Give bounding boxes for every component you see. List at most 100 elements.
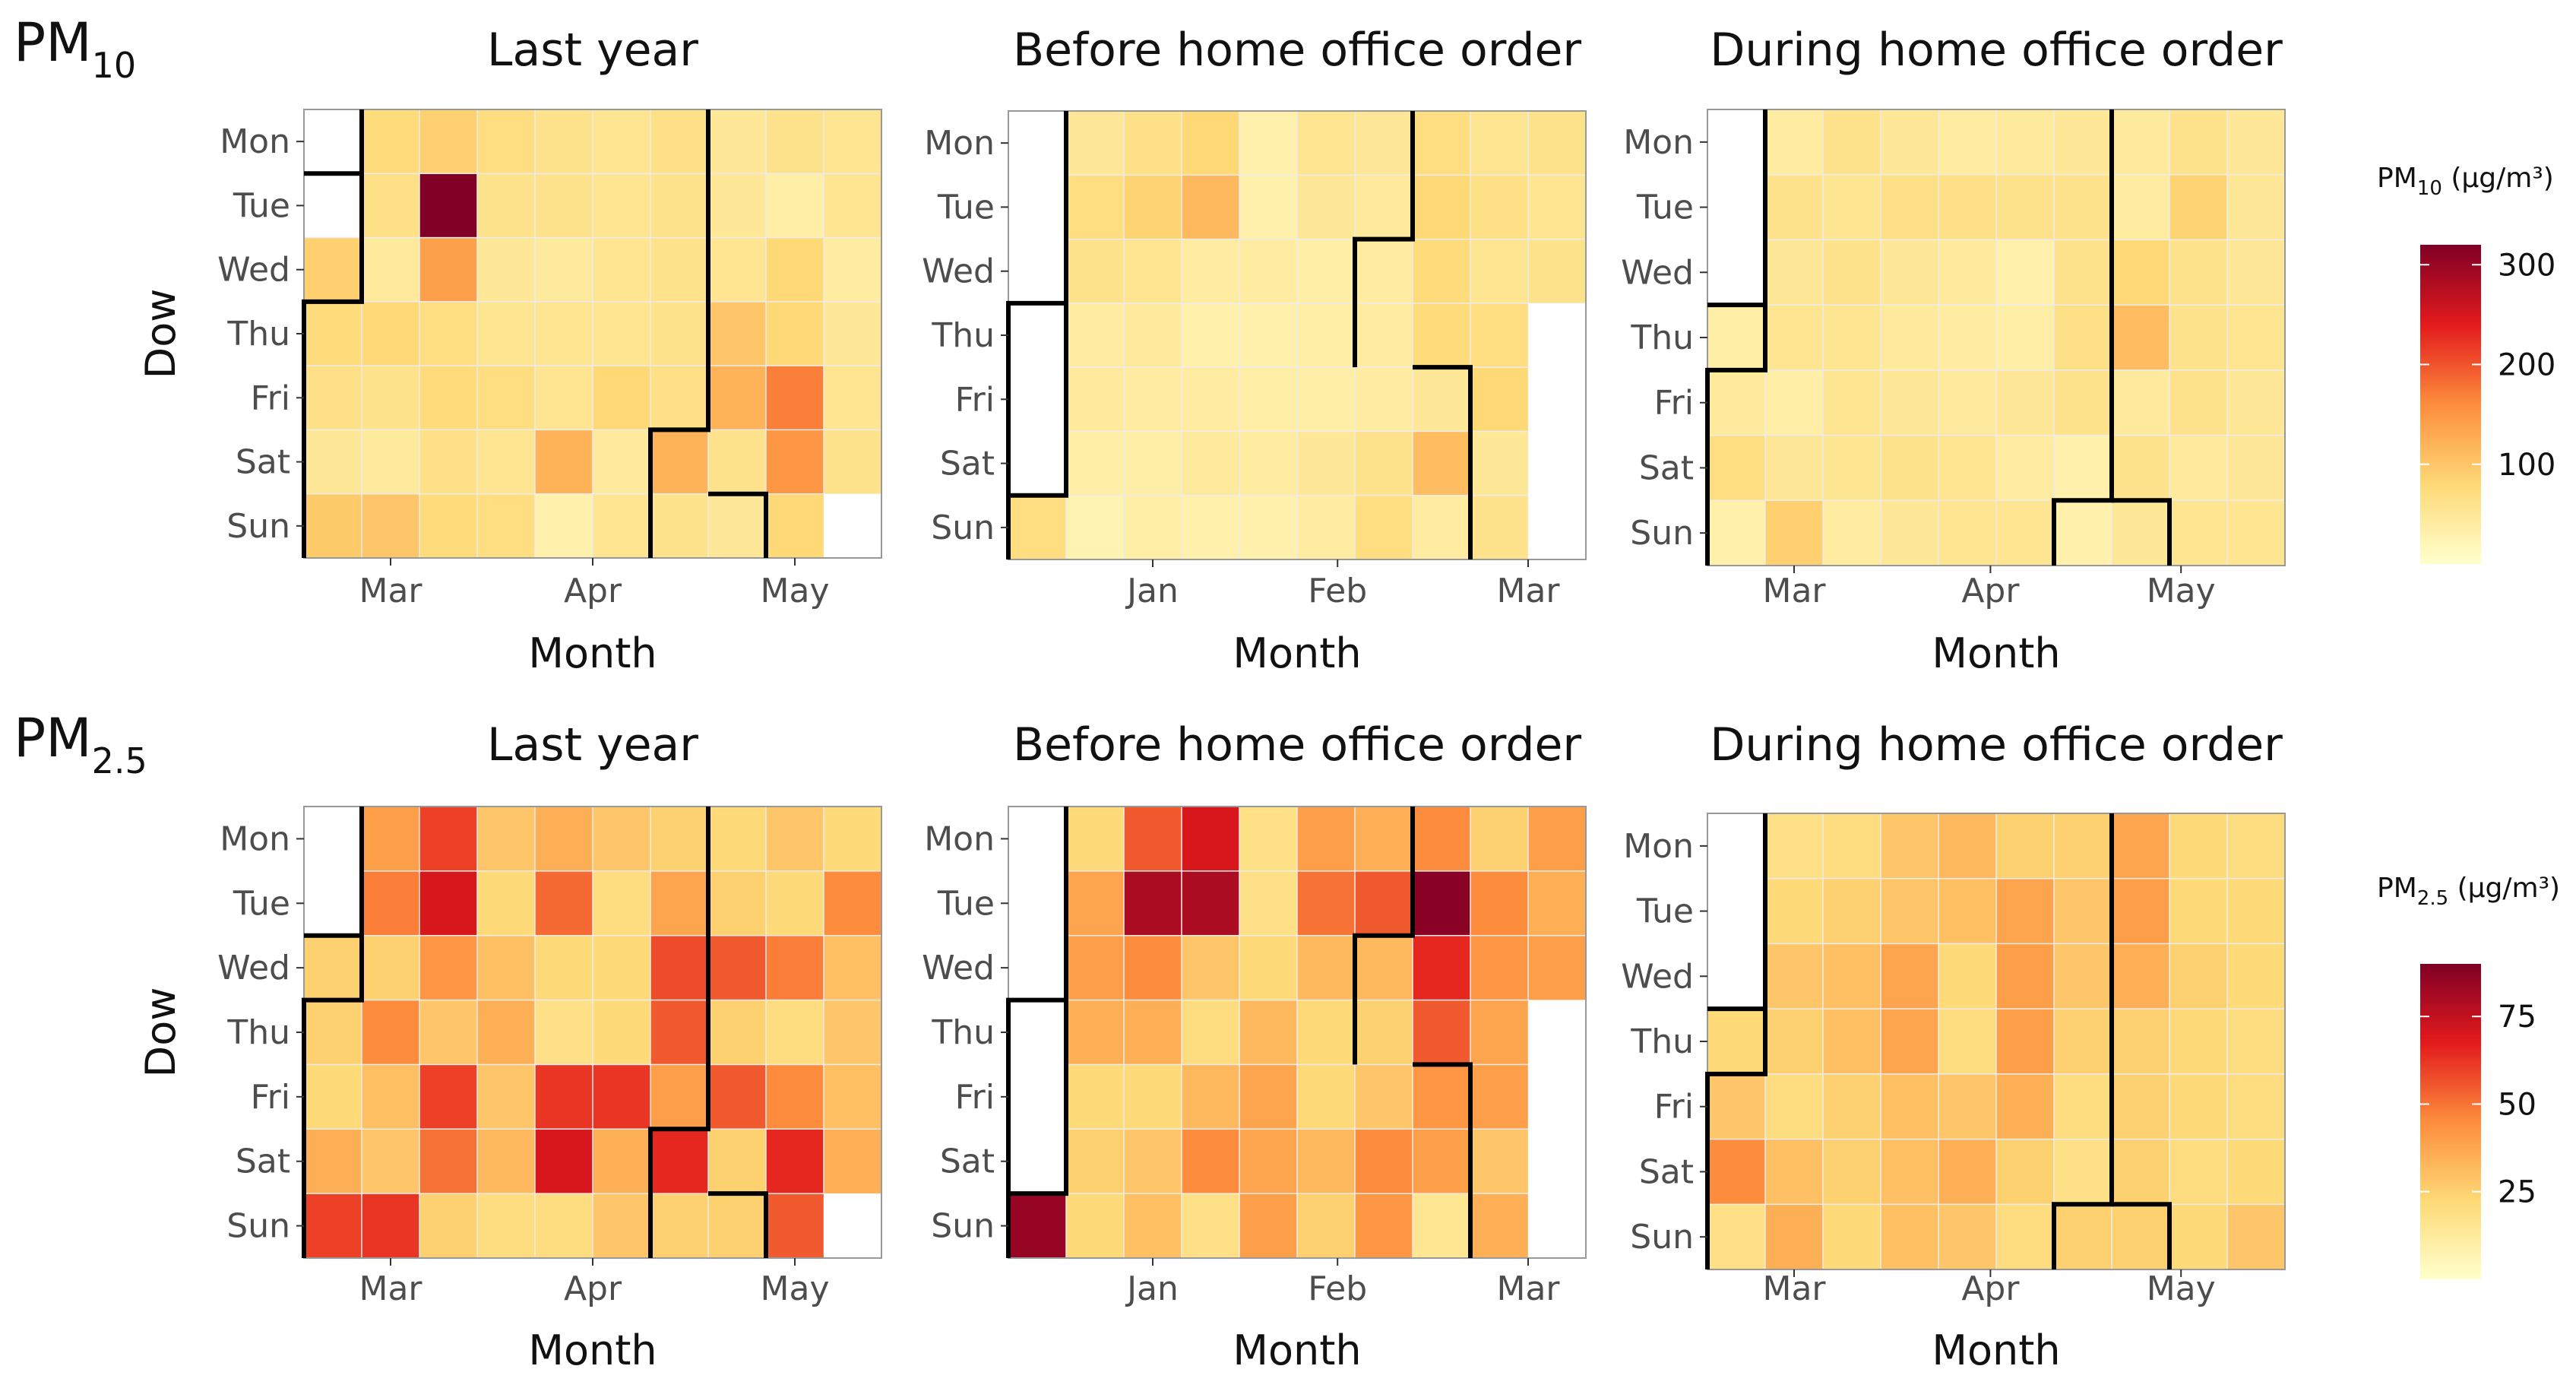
heatmap-cell	[476, 301, 536, 367]
heatmap-cell	[1995, 239, 2055, 306]
heatmap-cell	[2111, 173, 2171, 241]
heatmap-cell	[476, 934, 536, 1001]
heatmap-cell	[2111, 369, 2171, 436]
heatmap-cell	[534, 1128, 594, 1195]
y-tick-label: Thu	[226, 315, 290, 353]
heatmap-cell	[1181, 174, 1241, 240]
heatmap-cell	[2169, 943, 2229, 1010]
heatmap-cell	[823, 236, 883, 303]
heatmap-cell	[1707, 304, 1767, 372]
heatmap-cell	[1528, 431, 1587, 496]
legend-tick-label: 100	[2498, 448, 2555, 483]
heatmap-cell	[1412, 870, 1472, 937]
heatmap-cell	[1764, 813, 1824, 879]
heatmap-cell	[707, 236, 767, 303]
heatmap-cell	[1296, 870, 1356, 937]
heatmap-cell	[2111, 1203, 2171, 1271]
heatmap-cell	[2226, 1008, 2286, 1076]
heatmap-panel-pm25-3: During home office order Mon Tue Wed Thu Fri S…	[1621, 718, 2286, 1374]
heatmap-cell	[1995, 943, 2055, 1010]
heatmap-cell	[1707, 499, 1767, 567]
heatmap-cell	[1239, 806, 1299, 873]
heatmap-cell	[1239, 1128, 1299, 1195]
heatmap-cell	[1764, 109, 1824, 176]
heatmap-cell	[2111, 1138, 2171, 1206]
y-tick-label: Sat	[1639, 448, 1694, 487]
heatmap-cell	[1412, 238, 1472, 305]
heatmap-cell	[534, 806, 594, 873]
heatmap-cell	[361, 1128, 421, 1195]
heatmap-cell	[1412, 303, 1472, 369]
heatmap-cell	[1764, 943, 1824, 1010]
month-boundary-line	[302, 109, 364, 558]
x-tick-label: Apr	[564, 572, 622, 610]
heatmap-cell	[765, 365, 825, 431]
x-tick-label: Apr	[1961, 572, 2020, 610]
heatmap-cell	[1412, 1128, 1472, 1195]
heatmap-cell	[765, 806, 825, 873]
heatmap-panel-pm10-3: During home office order Mon Tue Wed Thu Fri S…	[1621, 24, 2286, 677]
heatmap-cell	[1123, 366, 1183, 433]
heatmap-cell	[592, 301, 652, 367]
heatmap-cell	[1008, 1193, 1068, 1260]
heatmap-cell	[2053, 1008, 2113, 1076]
y-tick-label: Thu	[931, 316, 995, 355]
y-tick-label: Wed	[922, 252, 995, 291]
y-tick-label: Mon	[1623, 123, 1694, 162]
legend-tick-label: 25	[2498, 1175, 2536, 1210]
heatmap-cell	[1181, 303, 1241, 369]
y-tick-label: Tue	[1636, 189, 1694, 227]
heatmap-cell	[707, 365, 767, 431]
x-tick-label: Jan	[1125, 1269, 1179, 1308]
heatmap-cell	[2226, 499, 2286, 567]
heatmap-cell	[1764, 1203, 1824, 1271]
y-tick-label: Mon	[1623, 827, 1694, 866]
heatmap-cell	[1123, 870, 1183, 937]
month-boundary-line	[708, 1191, 768, 1258]
heatmap-cell	[1822, 1008, 1882, 1076]
y-tick-label: Thu	[226, 1013, 290, 1052]
heatmap-cell	[361, 173, 421, 239]
x-tick-label: Mar	[1496, 572, 1560, 610]
y-tick-label: Wed	[217, 251, 290, 290]
legend-colorbar	[2420, 245, 2481, 564]
heatmap-cell	[304, 807, 362, 872]
heatmap-cell	[476, 109, 536, 175]
y-tick-label: Sat	[236, 1143, 290, 1181]
heatmap-cell	[1065, 174, 1125, 240]
heatmap-cell	[1008, 935, 1067, 1001]
heatmap-cell	[534, 934, 594, 1001]
heatmap-cell	[707, 1128, 767, 1195]
y-tick-label: Sat	[1639, 1152, 1694, 1191]
heatmap-cell	[1880, 1008, 1940, 1076]
heatmap-cell	[707, 934, 767, 1001]
y-tick-label: Fri	[955, 380, 995, 419]
month-boundary-line	[1353, 111, 1415, 368]
heatmap-cell	[1528, 1129, 1587, 1194]
heatmap-cell	[1008, 807, 1067, 872]
heatmap-cell	[1938, 499, 1998, 567]
heatmap-cell	[1181, 870, 1241, 937]
heatmap-cell	[476, 365, 536, 431]
heatmap-cell	[1412, 110, 1472, 176]
heatmap-cell	[1239, 366, 1299, 433]
heatmap-cell	[592, 429, 652, 495]
heatmap-cell	[1296, 238, 1356, 305]
heatmap-cell	[476, 173, 536, 239]
heatmap-cell	[361, 493, 421, 559]
heatmap-cell	[1707, 1138, 1767, 1206]
month-boundary-line	[648, 807, 710, 1258]
heatmap-cell	[2226, 943, 2286, 1010]
heatmap-cell	[534, 173, 594, 239]
heatmap-cell	[1181, 110, 1241, 176]
heatmap-cell	[2053, 499, 2113, 567]
heatmap-cell	[823, 870, 883, 937]
y-tick-label: Sun	[226, 1207, 290, 1246]
heatmap-cell	[1354, 238, 1414, 305]
heatmap-cell	[1707, 813, 1766, 879]
heatmap-cell	[2169, 813, 2229, 879]
heatmap-cell	[2226, 369, 2286, 436]
heatmap-cell	[765, 301, 825, 367]
heatmap-cell	[1707, 1073, 1767, 1140]
heatmap-cell	[476, 236, 536, 303]
